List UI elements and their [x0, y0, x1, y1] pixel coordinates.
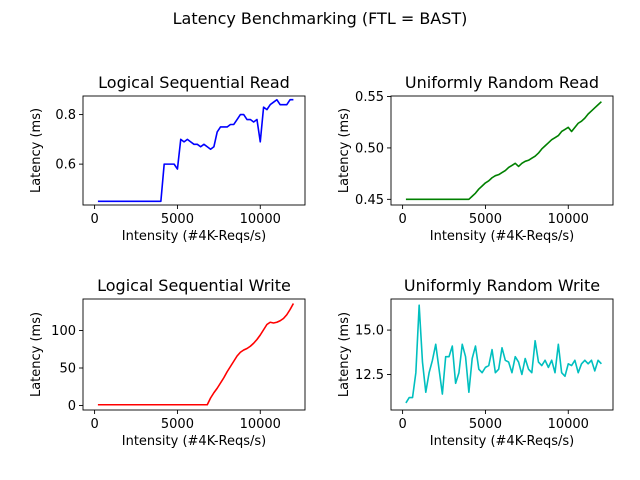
- x-tick-label: 0: [90, 417, 98, 432]
- figure-title: Latency Benchmarking (FTL = BAST): [173, 9, 468, 28]
- subplot-title: Logical Sequential Read: [98, 73, 290, 92]
- y-tick-label: 12.5: [355, 368, 384, 383]
- x-tick-label: 5000: [161, 212, 194, 227]
- y-axis-label: Latency (ms): [29, 312, 44, 397]
- plot-frame: [390, 95, 614, 206]
- x-tick-label: 0: [398, 417, 406, 432]
- y-axis-label: Latency (ms): [337, 108, 352, 193]
- y-tick-label: 100: [51, 324, 76, 339]
- y-tick-label: 15.0: [355, 324, 384, 339]
- series-line: [97, 303, 295, 406]
- x-tick-label: 0: [398, 212, 406, 227]
- subplot-title: Uniformly Random Write: [404, 276, 600, 295]
- y-tick-label: 0.8: [55, 108, 76, 123]
- series-line: [405, 101, 602, 201]
- plot-frame: [82, 298, 306, 411]
- y-tick-label: 0: [68, 399, 76, 414]
- subplot-title: Uniformly Random Read: [405, 73, 599, 92]
- y-tick-label: 0.45: [355, 193, 384, 208]
- x-tick-label: 5000: [469, 417, 502, 432]
- x-tick-label: 10000: [240, 417, 281, 432]
- x-axis-label: Intensity (#4K-Reqs/s): [122, 434, 267, 449]
- x-tick-label: 10000: [240, 212, 281, 227]
- x-tick-label: 5000: [161, 417, 194, 432]
- x-tick-label: 10000: [548, 417, 589, 432]
- plot-frame: [82, 95, 306, 206]
- y-axis-label: Latency (ms): [337, 312, 352, 397]
- x-tick-label: 10000: [548, 212, 589, 227]
- x-axis-label: Intensity (#4K-Reqs/s): [430, 229, 575, 244]
- x-axis-label: Intensity (#4K-Reqs/s): [430, 434, 575, 449]
- x-tick-label: 5000: [469, 212, 502, 227]
- plot-frame: [390, 298, 614, 411]
- subplot-2: 0 5000 10000 0.45 0.50 0.55 Uniformly Random R…: [337, 73, 614, 244]
- series-line: [405, 304, 602, 404]
- subplot-1: 0 5000 10000 0.6 0.8 Logical Sequential Read I…: [29, 73, 306, 244]
- x-axis-label: Intensity (#4K-Reqs/s): [122, 229, 267, 244]
- y-tick-label: 0.50: [355, 141, 384, 156]
- y-tick-label: 50: [59, 362, 76, 377]
- series-line: [97, 98, 294, 203]
- y-tick-label: 0.55: [355, 90, 384, 105]
- y-tick-label: 0.6: [55, 158, 76, 173]
- y-axis-label: Latency (ms): [29, 108, 44, 193]
- subplot-title: Logical Sequential Write: [97, 276, 291, 295]
- x-tick-label: 0: [90, 212, 98, 227]
- subplot-4: 0 5000 10000 12.5 15.0 Uniformly Random Write…: [337, 276, 614, 449]
- subplot-3: 0 5000 10000 0 50 100 Logical Sequential Write…: [29, 276, 306, 449]
